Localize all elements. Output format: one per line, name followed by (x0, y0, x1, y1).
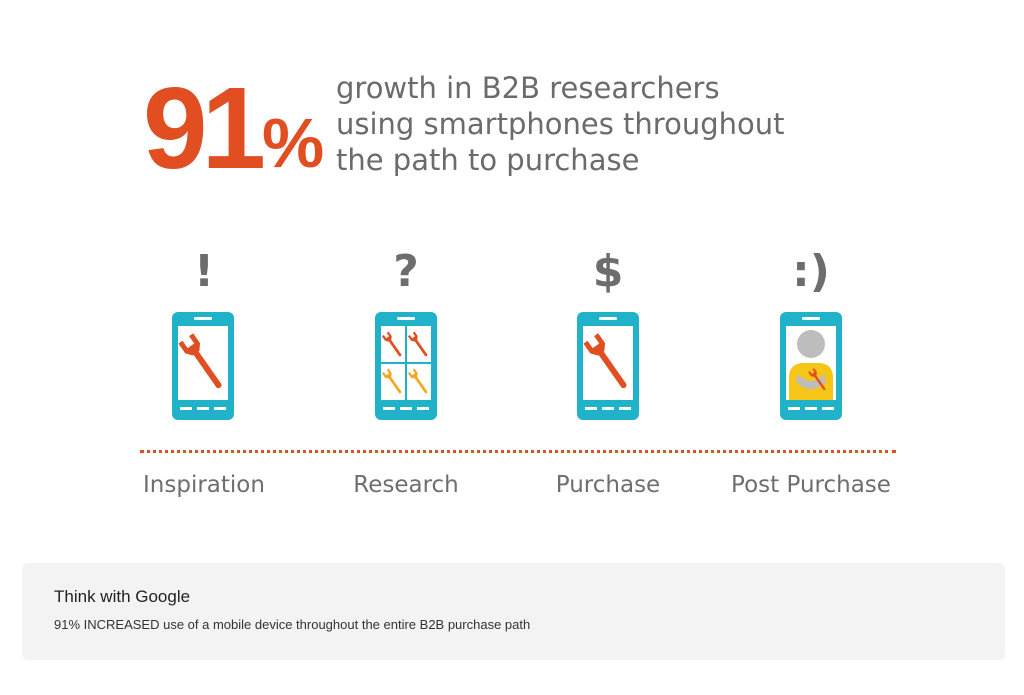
caption-box: Think with Google 91% INCREASED use of a… (22, 563, 1005, 660)
infographic: 91 % growth in B2B researchers using sma… (124, 63, 896, 516)
headline-line: growth in B2B researchers (336, 71, 720, 105)
headline: growth in B2B researchers using smartpho… (336, 70, 785, 178)
stage-label: Purchase (555, 472, 661, 498)
phone-person-icon (780, 312, 842, 420)
stage-label: Inspiration (143, 472, 265, 498)
caption-text: 91% INCREASED use of a mobile device thr… (54, 617, 531, 632)
stage-purchase: $ Purchase (528, 246, 688, 516)
headline-line: the path to purchase (336, 143, 640, 177)
headline-line: using smartphones throughout (336, 107, 785, 141)
stage-inspiration: ! Inspiration (124, 246, 284, 516)
stat-number: 91 (143, 63, 266, 193)
caption-source: Think with Google (54, 587, 191, 606)
phone-wrench-icon (577, 312, 639, 420)
exclamation-symbol: ! (193, 246, 215, 297)
phone-wrench-icon (172, 312, 234, 420)
question-mark-symbol: ? (393, 246, 419, 297)
timeline-dotted-line (140, 450, 896, 453)
stage-research: ? (326, 246, 486, 516)
dollar-symbol: $ (592, 246, 624, 297)
stage-post-purchase: :) Post Purchase (731, 246, 891, 516)
stat-percent-sign: % (262, 104, 325, 182)
smiley-symbol: :) (792, 246, 830, 297)
stage-label: Post Purchase (731, 472, 891, 498)
stage-label: Research (353, 472, 459, 498)
phone-wrench-grid-icon (375, 312, 437, 420)
